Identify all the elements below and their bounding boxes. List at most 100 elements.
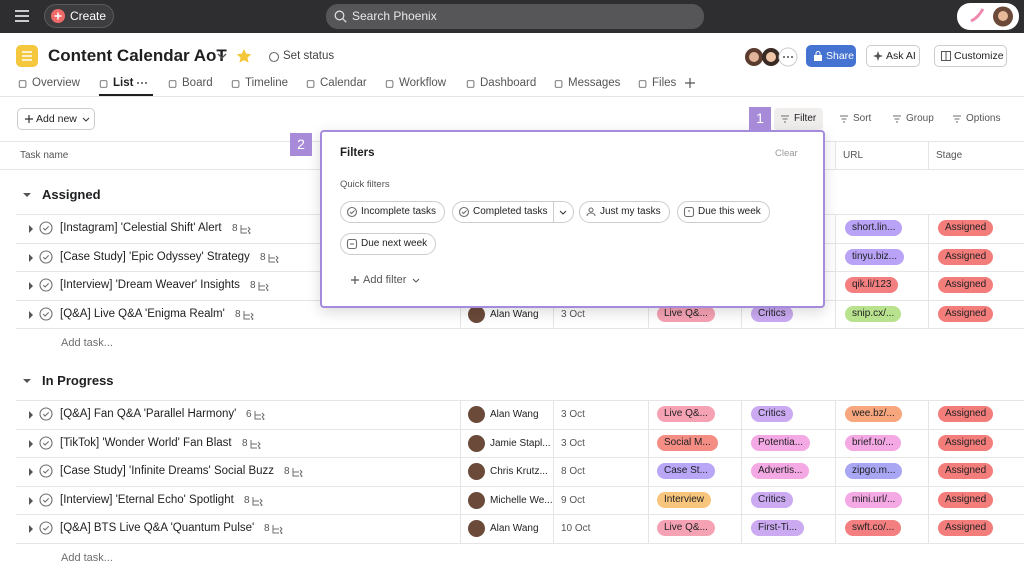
complete-checkbox[interactable] (39, 306, 53, 321)
stage-tag[interactable]: Assigned (938, 434, 994, 451)
expand-toggle[interactable] (27, 496, 35, 505)
tab[interactable]: Dashboard (466, 77, 536, 89)
subtask-count[interactable]: 8 (242, 438, 262, 450)
url-tag[interactable]: mini.url/... (845, 491, 903, 508)
assignee[interactable]: Alan Wang (490, 308, 539, 320)
type-tag[interactable]: Case St... (657, 463, 715, 479)
tab[interactable]: Overview (18, 77, 80, 89)
due-date[interactable]: 3 Oct (561, 437, 585, 449)
filter-button[interactable]: Filter (774, 108, 824, 130)
task-name[interactable]: [Q&A] Fan Q&A 'Parallel Harmony' (60, 408, 237, 420)
search-bar[interactable]: Search Phoenix (326, 4, 704, 29)
type-tag[interactable]: Live Q&... (657, 520, 715, 536)
profile[interactable] (957, 3, 1019, 30)
assignee[interactable]: Chris Krutz... (490, 466, 548, 477)
complete-checkbox[interactable] (39, 464, 53, 478)
task-name[interactable]: [Q&A] Live Q&A 'Enigma Realm' (60, 307, 225, 320)
due-date[interactable]: 9 Oct (561, 494, 585, 506)
add-task[interactable]: Add task... (61, 337, 113, 349)
type-tag[interactable]: Interview (657, 491, 712, 508)
expand-toggle[interactable] (27, 467, 35, 476)
url-tag[interactable]: swft.co/... (845, 520, 902, 536)
expand-toggle[interactable] (27, 281, 35, 290)
stage-tag[interactable]: Assigned (938, 220, 994, 236)
create-button[interactable]: Create (44, 4, 114, 28)
customize-button[interactable]: Customize (934, 45, 1007, 67)
subtask-count[interactable]: 8 (260, 252, 280, 264)
task-name[interactable]: [Instagram] 'Celestial Shift' Alert (60, 222, 222, 234)
task-name[interactable]: [Interview] 'Eternal Echo' Spotlight (60, 493, 234, 506)
add-filter-button[interactable]: Add filter (350, 274, 420, 286)
filter-chip[interactable]: Completed tasks (452, 201, 575, 223)
group-button[interactable]: Group (886, 108, 941, 130)
complete-checkbox[interactable] (39, 221, 53, 235)
subtask-count[interactable]: 8 (232, 223, 252, 236)
section-toggle[interactable] (22, 190, 32, 200)
due-date[interactable]: 3 Oct (561, 308, 585, 320)
expand-toggle[interactable] (27, 253, 35, 262)
due-date[interactable]: 3 Oct (561, 409, 585, 420)
tab[interactable]: Messages (554, 77, 620, 89)
title-actions[interactable] (215, 48, 255, 64)
stage-tag[interactable]: Assigned (938, 406, 994, 422)
audience-tag[interactable]: Potentia... (751, 434, 811, 451)
tab[interactable]: Board (168, 77, 213, 89)
assignee[interactable]: Jamie Stapl... (490, 437, 551, 449)
task-name[interactable]: [Interview] 'Dream Weaver' Insights (60, 279, 240, 291)
task-name[interactable]: [Case Study] 'Infinite Dreams' Social Bu… (60, 465, 275, 477)
complete-checkbox[interactable] (39, 249, 53, 264)
url-tag[interactable]: brief.to/... (845, 434, 901, 451)
menu-icon[interactable] (14, 9, 30, 23)
subtask-count[interactable]: 8 (235, 309, 255, 321)
audience-tag[interactable]: Critics (751, 406, 793, 422)
task-name[interactable]: [TikTok] 'Wonder World' Fan Blast (60, 436, 232, 449)
expand-toggle[interactable] (27, 224, 35, 233)
section-title[interactable]: Assigned (42, 187, 101, 202)
stage-tag[interactable]: Assigned (938, 520, 994, 536)
tab[interactable]: Workflow (385, 77, 446, 89)
subtask-count[interactable]: 8 (250, 280, 270, 293)
filter-chip[interactable]: Just my tasks (579, 201, 670, 223)
section-toggle[interactable] (22, 376, 32, 386)
stage-tag[interactable]: Assigned (938, 277, 994, 293)
url-tag[interactable]: snip.cx/... (845, 305, 902, 322)
complete-checkbox[interactable] (39, 435, 53, 450)
expand-toggle[interactable] (27, 310, 35, 319)
subtask-count[interactable]: 8 (244, 495, 264, 507)
ask-ai-button[interactable]: Ask AI (866, 45, 920, 67)
filter-chip[interactable]: Due this week (677, 201, 770, 223)
tab[interactable]: List (99, 77, 133, 89)
expand-toggle[interactable] (27, 524, 35, 533)
due-date[interactable]: 10 Oct (561, 523, 591, 534)
audience-tag[interactable]: Critics (751, 491, 793, 508)
due-date[interactable]: 8 Oct (561, 466, 585, 477)
expand-toggle[interactable] (27, 439, 35, 448)
complete-checkbox[interactable] (39, 278, 53, 292)
tab-more[interactable] (136, 76, 148, 91)
filter-chip[interactable]: Incomplete tasks (340, 201, 446, 223)
filter-chip[interactable]: Due next week (340, 233, 437, 255)
audience-tag[interactable]: Advertis... (751, 463, 810, 479)
url-tag[interactable]: short.lin... (845, 220, 903, 236)
audience-tag[interactable]: First-Ti... (751, 520, 805, 536)
set-status[interactable]: Set status (268, 50, 334, 63)
expand-toggle[interactable] (27, 410, 35, 419)
assignee[interactable]: Alan Wang (490, 523, 539, 534)
subtask-count[interactable]: 8 (264, 523, 284, 536)
add-tab[interactable] (684, 77, 696, 89)
url-tag[interactable]: tinyu.biz... (845, 248, 905, 265)
sort-button[interactable]: Sort (833, 108, 878, 130)
tab[interactable]: Timeline (231, 77, 288, 89)
add-task[interactable]: Add task... (61, 551, 113, 564)
complete-checkbox[interactable] (39, 492, 53, 507)
task-name[interactable]: [Q&A] BTS Live Q&A 'Quantum Pulse' (60, 522, 255, 534)
assignee[interactable]: Alan Wang (490, 409, 539, 420)
options-button[interactable]: Options (946, 108, 1007, 130)
subtask-count[interactable]: 8 (284, 466, 304, 479)
tab[interactable]: Calendar (306, 77, 367, 89)
stage-tag[interactable]: Assigned (938, 463, 994, 479)
type-tag[interactable]: Live Q&... (657, 406, 715, 422)
type-tag[interactable]: Social M... (657, 434, 718, 451)
tab[interactable]: Files (638, 77, 676, 89)
url-tag[interactable]: zipgo.m... (845, 463, 903, 479)
